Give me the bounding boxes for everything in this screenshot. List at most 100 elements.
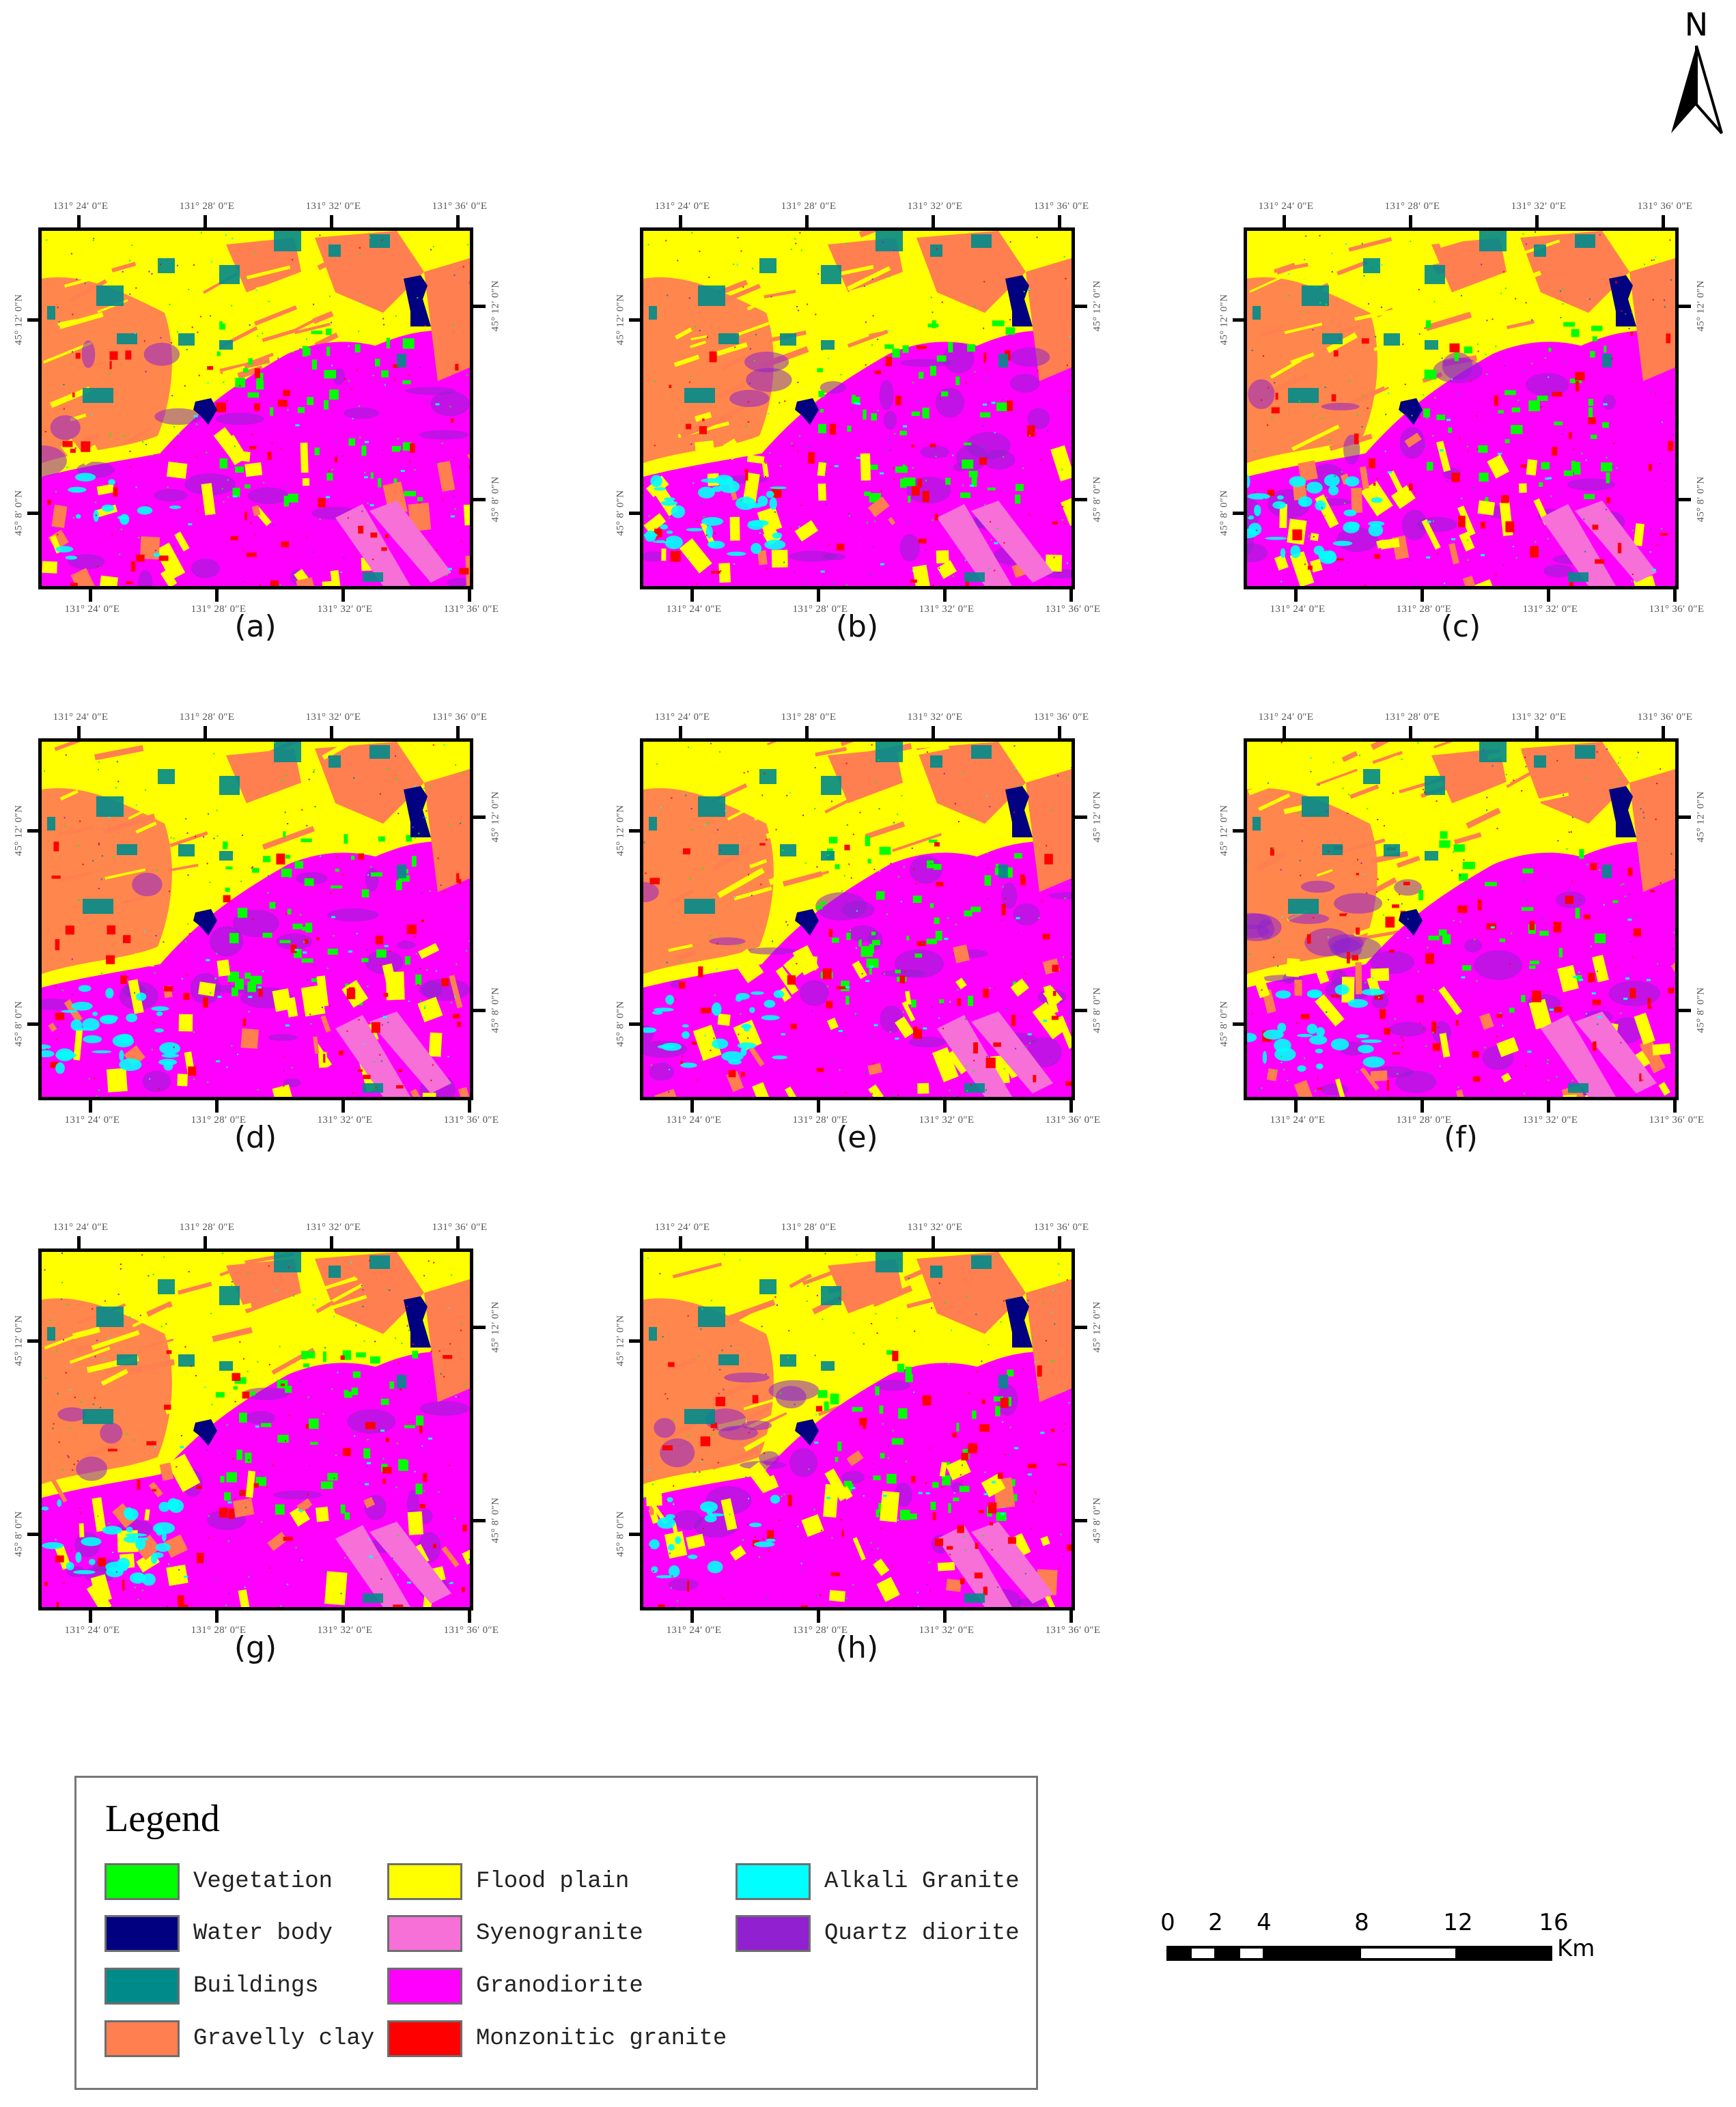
lat-tick-right — [1075, 305, 1087, 308]
lon-tick-bottom — [1294, 589, 1298, 602]
lon-tick-top — [456, 215, 460, 227]
legend-label: Quartz diorite — [824, 1921, 1020, 1946]
lon-label-top: 131° 24′ 0″E — [53, 201, 109, 212]
panel-caption: (h) — [835, 1630, 879, 1665]
legend-label: Water body — [193, 1921, 333, 1946]
lon-tick-bottom — [341, 1100, 345, 1113]
legend-swatch — [387, 1915, 462, 1952]
lon-label-bottom: 131° 24′ 0″E — [64, 1625, 120, 1636]
scale-tick-label: 2 — [1208, 1909, 1223, 1936]
lat-tick-right — [1679, 305, 1691, 308]
lat-tick-left — [27, 829, 40, 833]
lon-tick-top — [1409, 726, 1412, 738]
lon-tick-top — [679, 726, 682, 738]
lon-tick-top — [77, 1236, 81, 1248]
lon-tick-bottom — [89, 1610, 92, 1623]
scale-segment-white — [1361, 1949, 1455, 1958]
lon-label-top: 131° 28′ 0″E — [179, 201, 235, 212]
lon-tick-top — [932, 1236, 935, 1248]
lon-label-top: 131° 28′ 0″E — [179, 712, 235, 723]
lon-tick-top — [330, 215, 333, 227]
scale-unit: Km — [1557, 1935, 1595, 1962]
scale-tick-label: 4 — [1257, 1909, 1272, 1936]
lat-tick-right — [1075, 1009, 1087, 1012]
legend-label: Alkali Granite — [824, 1869, 1020, 1895]
lon-label-bottom: 131° 36′ 0″E — [1649, 604, 1705, 615]
lon-tick-bottom — [817, 1100, 820, 1113]
lat-tick-left — [629, 1022, 641, 1026]
lat-tick-right — [1075, 815, 1087, 819]
lon-tick-bottom — [215, 589, 219, 602]
lat-label-left: 45° 8′ 0″N — [13, 1001, 25, 1047]
lat-tick-left — [629, 1533, 641, 1536]
lon-label-bottom: 131° 36′ 0″E — [443, 604, 499, 615]
lon-label-bottom: 131° 32′ 0″E — [1522, 1115, 1578, 1126]
lon-label-bottom: 131° 32′ 0″E — [317, 1115, 373, 1126]
lat-tick-left — [27, 1533, 40, 1536]
lon-tick-top — [932, 726, 935, 738]
lon-tick-bottom — [1069, 1100, 1073, 1113]
legend-item-buildings: Buildings — [104, 1966, 319, 2006]
lon-label-bottom: 131° 24′ 0″E — [666, 1625, 722, 1636]
lon-label-bottom: 131° 28′ 0″E — [792, 604, 848, 615]
lon-tick-bottom — [943, 1100, 947, 1113]
panel-caption: (e) — [836, 1120, 878, 1155]
lon-tick-top — [330, 1236, 333, 1248]
legend-swatch — [387, 1863, 462, 1900]
lon-tick-bottom — [89, 1100, 92, 1113]
lon-label-top: 131° 28′ 0″E — [781, 1222, 837, 1233]
scale-tick-label: 12 — [1443, 1909, 1473, 1936]
classification-map — [38, 738, 473, 1100]
scale-segment-white — [1240, 1949, 1263, 1958]
lon-label-top: 131° 36′ 0″E — [432, 712, 488, 723]
lon-label-top: 131° 36′ 0″E — [1033, 201, 1089, 212]
lon-label-top: 131° 36′ 0″E — [1033, 712, 1089, 723]
lon-tick-bottom — [943, 589, 947, 602]
legend-label: Granodiorite — [476, 1973, 643, 1999]
lat-tick-right — [473, 1519, 486, 1522]
lat-tick-left — [1233, 318, 1245, 322]
lon-label-top: 131° 32′ 0″E — [305, 201, 361, 212]
lon-tick-top — [1662, 726, 1665, 738]
map-panel-f: 131° 24′ 0″E 131° 28′ 0″E 131° 32′ 0″E 1… — [1205, 702, 1736, 1180]
legend-swatch — [387, 1968, 462, 2005]
lat-tick-left — [27, 512, 40, 515]
scale-segment-white — [1192, 1949, 1214, 1958]
map-panel-h: 131° 24′ 0″E 131° 28′ 0″E 131° 32′ 0″E 1… — [602, 1212, 1203, 1690]
classification-map — [1244, 738, 1679, 1100]
lon-tick-top — [1535, 726, 1539, 738]
lon-label-top: 131° 24′ 0″E — [654, 201, 710, 212]
lon-label-top: 131° 32′ 0″E — [907, 712, 963, 723]
panel-caption: (d) — [234, 1120, 277, 1155]
legend: Legend Vegetation Water body Buildings G… — [74, 1776, 1038, 2090]
classification-map — [1244, 227, 1679, 589]
legend-label: Syenogranite — [476, 1921, 643, 1946]
lon-tick-top — [805, 1236, 809, 1248]
lon-tick-bottom — [341, 589, 345, 602]
lat-tick-right — [1679, 1009, 1691, 1012]
legend-label: Vegetation — [193, 1869, 333, 1895]
lon-label-top: 131° 24′ 0″E — [654, 712, 710, 723]
lon-tick-bottom — [468, 1100, 471, 1113]
legend-swatch — [104, 1863, 180, 1900]
legend-item-water-body: Water body — [104, 1914, 333, 1953]
lat-label-left: 45° 12′ 0″N — [615, 294, 626, 346]
lat-label-right: 45° 8′ 0″N — [490, 987, 501, 1033]
lon-label-top: 131° 36′ 0″E — [1033, 1222, 1089, 1233]
lon-label-top: 131° 24′ 0″E — [654, 1222, 710, 1233]
legend-label: Flood plain — [476, 1869, 630, 1895]
lon-label-bottom: 131° 36′ 0″E — [1045, 604, 1101, 615]
north-arrow-icon — [1671, 45, 1723, 135]
lat-tick-left — [629, 829, 641, 833]
legend-swatch — [104, 2020, 180, 2057]
lon-tick-bottom — [1673, 589, 1677, 602]
scale-bar: 0 2 4 8 12 16 Km — [1160, 1909, 1639, 1970]
lon-label-bottom: 131° 24′ 0″E — [64, 1115, 120, 1126]
lon-tick-bottom — [1547, 1100, 1550, 1113]
lon-tick-top — [77, 215, 81, 227]
lon-label-top: 131° 24′ 0″E — [53, 712, 109, 723]
lon-tick-bottom — [1420, 589, 1424, 602]
lon-tick-bottom — [690, 589, 694, 602]
legend-label: Buildings — [193, 1973, 319, 1999]
lon-tick-bottom — [1547, 589, 1550, 602]
